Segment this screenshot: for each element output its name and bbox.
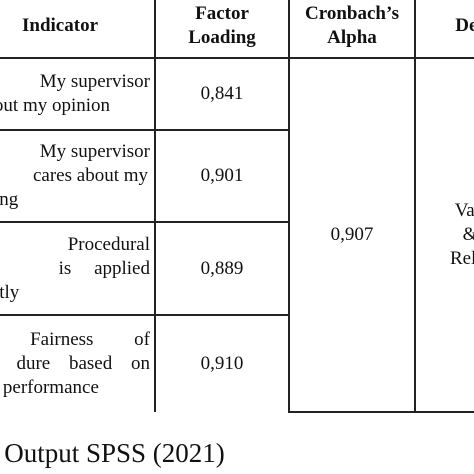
indicator-line: Fairness of bbox=[30, 329, 150, 350]
indicator-cell: My supervisor about my opinion bbox=[0, 57, 156, 131]
indicator-line: My supervisor bbox=[39, 71, 150, 92]
header-indicator: Indicator bbox=[0, 0, 156, 59]
factor-loading-cell: 0,841 bbox=[154, 57, 290, 131]
indicator-cell: Procedural is applied tently bbox=[0, 221, 156, 316]
indicator-line: ate performance bbox=[0, 377, 99, 398]
table-row: Procedural is applied tently 0,889 bbox=[0, 221, 474, 316]
header-alpha-line1: Cronbach’s bbox=[305, 2, 399, 24]
description-cell: Vali & Relia bbox=[414, 57, 474, 413]
source-note: ce: Output SPSS (2021) bbox=[0, 438, 225, 468]
indicator-line: Procedural bbox=[67, 233, 150, 255]
factor-loading-cell: 0,910 bbox=[154, 314, 290, 412]
indicator-line: cares about my bbox=[32, 165, 148, 186]
indicator-line: My supervisor bbox=[39, 141, 150, 162]
table-row: Fairness of dure based on ate performanc… bbox=[0, 314, 474, 412]
indicator-cell: My supervisor cares about my being bbox=[0, 129, 156, 223]
header-alpha-line2: Alpha bbox=[327, 26, 377, 48]
header-cronbach-alpha: Cronbach’s Alpha bbox=[288, 0, 416, 59]
indicator-cell: Fairness of dure based on ate performanc… bbox=[0, 314, 156, 412]
header-factor-loading-line1: Factor bbox=[195, 2, 249, 24]
header-factor-loading-line2: Loading bbox=[188, 26, 256, 48]
table-row: My supervisor about my opinion 0,841 0,9… bbox=[0, 57, 474, 413]
indicator-line: dure based on bbox=[16, 353, 150, 374]
indicator-line: being bbox=[0, 189, 19, 210]
description-line: Vali bbox=[454, 200, 474, 221]
header-factor-loading: Factor Loading bbox=[154, 0, 290, 59]
indicator-line: is applied bbox=[58, 257, 150, 279]
factor-loading-cell: 0,889 bbox=[154, 221, 290, 316]
description-line: & bbox=[416, 223, 474, 247]
indicator-line: about my opinion bbox=[0, 95, 111, 116]
reliability-table: Indicator Factor Loading Cronbach’s Alph… bbox=[0, 0, 474, 413]
indicator-line: tently bbox=[0, 281, 20, 303]
factor-loading-cell: 0,901 bbox=[154, 129, 290, 223]
table-row: My supervisor cares about my being 0,901 bbox=[0, 129, 474, 223]
header-description: Des bbox=[414, 0, 474, 59]
table-header-row: Indicator Factor Loading Cronbach’s Alph… bbox=[0, 0, 474, 59]
cronbach-alpha-cell: 0,907 bbox=[288, 57, 416, 413]
description-line: Relia bbox=[449, 248, 474, 269]
